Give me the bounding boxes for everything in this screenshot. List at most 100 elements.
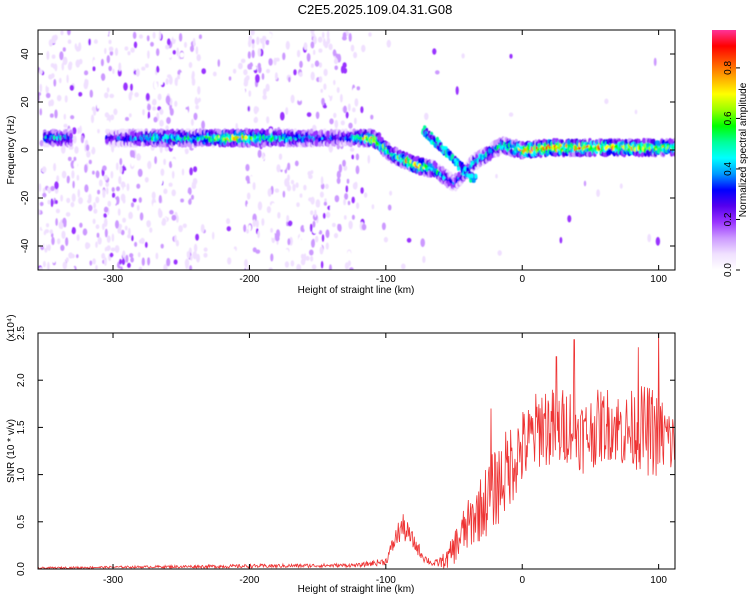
spectrogram-cell [57, 238, 61, 245]
spectrogram-cell [129, 218, 134, 224]
spectrogram-cell [474, 173, 478, 179]
spectrogram-cell [109, 252, 114, 258]
spectrogram-cell [86, 75, 89, 80]
spectrogram-cell [282, 52, 286, 61]
spectrogram-cell [65, 257, 69, 263]
spectrogram-cell [92, 170, 95, 175]
spectrogram-cell [66, 74, 69, 84]
spectrogram-cell [177, 74, 181, 80]
spectrogram-cell [246, 229, 249, 234]
spectrogram-cell [106, 87, 110, 93]
spectrogram-cell [67, 62, 72, 71]
spectrogram-cell [284, 261, 289, 268]
spectrogram-cell [298, 81, 304, 86]
spectrogram-cell [232, 68, 237, 74]
spectrogram-cell [336, 170, 341, 179]
spectrogram-cell [195, 233, 200, 241]
spectrogram-cell [108, 65, 112, 72]
spectrogram-cell [105, 181, 110, 188]
tick-label: 0 [519, 274, 525, 285]
spectrogram-cell [144, 130, 149, 137]
spectrogram-cell [116, 114, 121, 122]
spectrogram-cell [363, 192, 368, 198]
spectrogram-cell [137, 168, 143, 177]
spectrogram-cell [229, 151, 234, 158]
spectrogram-cell [303, 216, 306, 225]
spectrogram-cell [112, 68, 115, 75]
spectrogram-cell [309, 249, 314, 256]
spectrogram-cell [69, 138, 73, 144]
spectrogram-cell [252, 88, 255, 98]
spectrogram-cell [84, 70, 89, 76]
spectrogram-cell [131, 161, 134, 167]
spectrogram-y-label: Frequency (Hz) [6, 116, 17, 185]
spectrogram-cell [45, 92, 51, 99]
tick-label: 0.6 [723, 111, 734, 125]
spectrogram-cell [117, 208, 121, 216]
spectrogram-cell [355, 153, 360, 161]
spectrogram-cell [156, 223, 160, 229]
spectrogram-cell [142, 43, 147, 50]
spectrogram-cell [386, 39, 391, 48]
spectrogram-cell [81, 264, 85, 270]
spectrogram-cell [39, 140, 44, 147]
spectrogram-cell [51, 73, 55, 79]
spectrogram-cell [328, 143, 333, 153]
tick-label: 100 [650, 575, 667, 586]
spectrogram-cell [368, 32, 372, 37]
spectrogram-cell [67, 156, 72, 162]
spectrogram-cell [323, 201, 327, 206]
spectrogram-cell [169, 161, 173, 169]
spectrogram-cell [295, 154, 300, 161]
spectrogram-cell [92, 66, 96, 72]
spectrogram-cell [144, 177, 149, 183]
spectrogram-cell [340, 65, 345, 74]
spectrogram-cell [200, 165, 203, 174]
spectrogram-cell [282, 73, 287, 79]
spectrogram-cell [354, 181, 358, 189]
spectrogram-cell [70, 216, 74, 222]
spectrogram-cell [318, 76, 323, 83]
spectrogram-cell [117, 94, 123, 100]
snr-y-scale-label: (x10⁴) [6, 314, 17, 341]
spectrogram-cell [333, 263, 337, 270]
spectrogram-cell [82, 113, 87, 120]
spectrogram-cell [303, 42, 308, 51]
spectrogram-cell [301, 265, 305, 270]
spectrogram-cell [333, 232, 339, 239]
spectrogram-cell [142, 30, 148, 36]
spectrogram-cell [53, 79, 57, 87]
spectrogram-cell [156, 48, 160, 56]
spectrogram-cell [115, 196, 120, 205]
spectrogram-cell [38, 119, 44, 129]
spectrogram-cell [261, 105, 266, 114]
spectrogram-cell [352, 107, 356, 113]
tick-label: 0.4 [723, 162, 734, 176]
spectrogram-cell [152, 202, 158, 209]
spectrogram-cell [223, 65, 229, 73]
spectrogram-cell [341, 54, 345, 61]
colorbar-label: Normalized spectral amplitude [738, 82, 749, 217]
spectrogram-cell [285, 107, 289, 115]
spectrogram-cell [55, 208, 61, 214]
spectrogram-cell [257, 230, 260, 239]
spectrogram-cell [179, 190, 182, 198]
spectrogram-cell [107, 200, 112, 207]
spectrogram-cell [124, 46, 129, 51]
spectrogram-cell [165, 95, 171, 105]
spectrogram-cell [258, 66, 262, 74]
spectrogram-cell [179, 72, 183, 80]
spectrogram-cell [232, 248, 236, 256]
spectrogram-cell [133, 192, 138, 199]
spectrogram-cell [389, 190, 393, 196]
spectrogram-cell [273, 145, 277, 154]
spectrogram-cell [267, 188, 272, 197]
spectrogram-cell [138, 197, 142, 203]
spectrogram-cell [90, 114, 95, 124]
spectrogram-cell [141, 183, 145, 192]
spectrogram-cell [69, 132, 73, 138]
spectrogram-cell [293, 34, 297, 44]
spectrogram-cell [336, 87, 340, 93]
spectrogram-cell [67, 226, 72, 231]
spectrogram-cell [55, 55, 59, 64]
